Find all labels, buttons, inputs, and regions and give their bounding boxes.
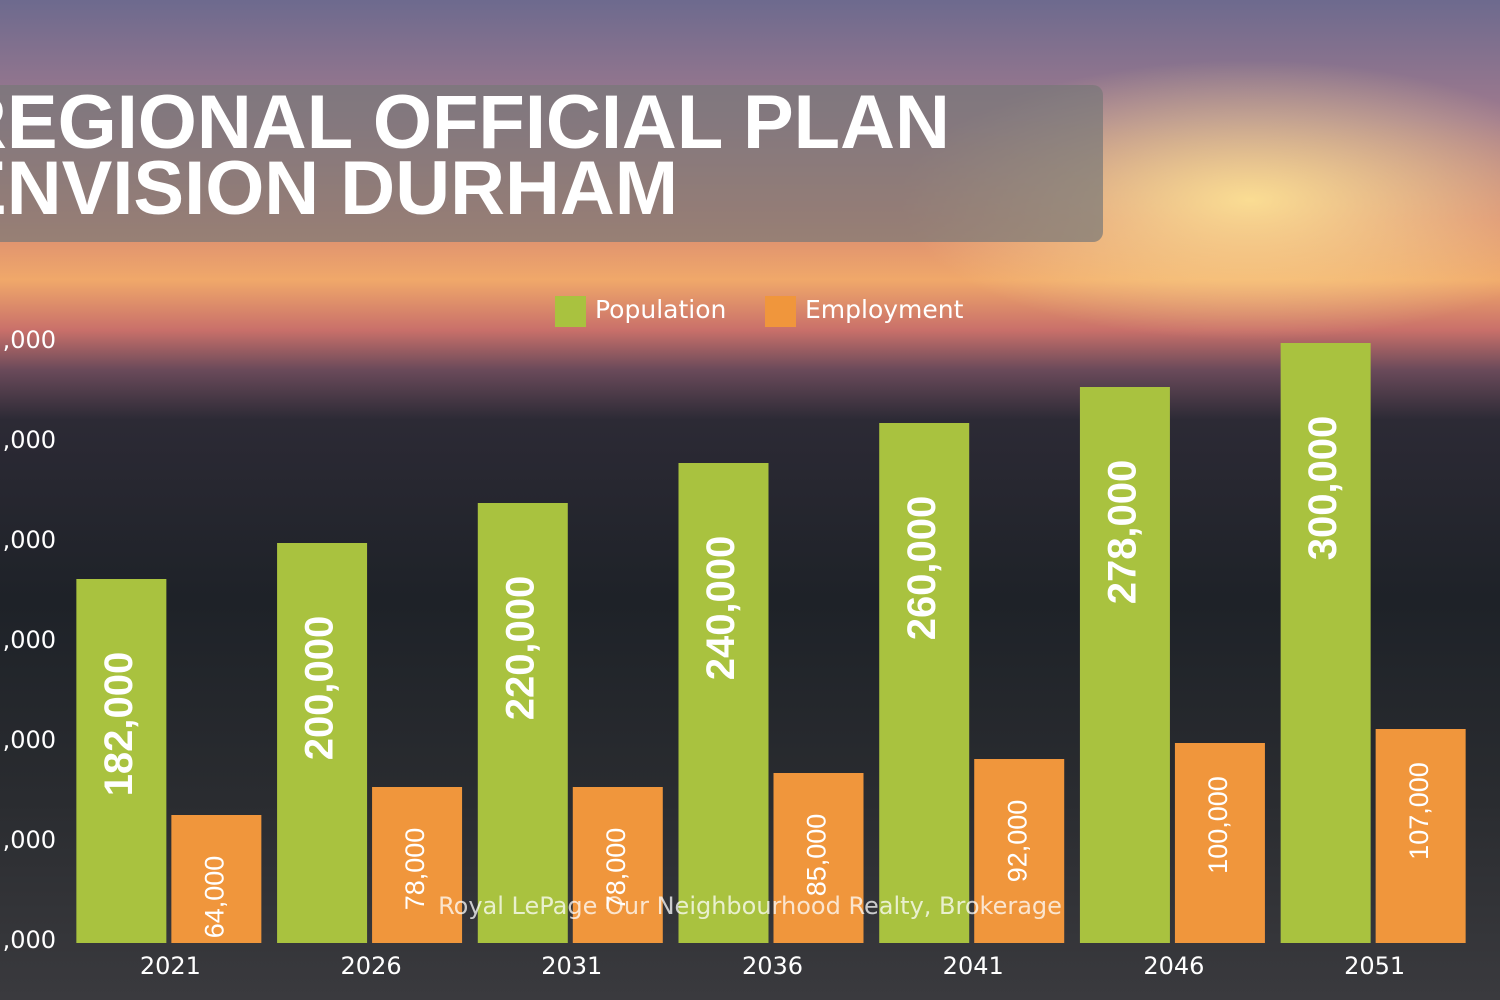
value-label: 260,000	[900, 496, 944, 641]
x-tick-label: 2021	[140, 952, 201, 980]
legend-swatch	[765, 296, 796, 327]
value-label: 85,000	[802, 814, 832, 897]
bar	[277, 543, 368, 943]
x-tick-label: 2026	[341, 952, 402, 980]
value-label: 100,000	[1203, 776, 1233, 874]
bar	[773, 773, 864, 943]
bar	[1174, 743, 1265, 943]
legend-label: Employment	[805, 295, 964, 324]
chart-title: REGIONAL OFFICIAL PLAN	[0, 80, 950, 165]
value-label: 64,000	[199, 856, 229, 939]
y-tick-label: ,000	[3, 826, 56, 854]
value-label: 92,000	[1002, 800, 1032, 883]
value-label: 220,000	[498, 576, 542, 721]
bar	[171, 815, 262, 943]
y-tick-label: ,000	[3, 926, 56, 954]
value-label: 240,000	[699, 536, 743, 681]
value-label: 278,000	[1100, 460, 1144, 605]
title-box	[0, 85, 1103, 242]
watermark: Royal LePage Our Neighbourhood Realty, B…	[438, 892, 1062, 920]
bar	[572, 787, 663, 943]
x-tick-label: 2041	[943, 952, 1004, 980]
bar	[76, 579, 167, 943]
bar	[1375, 729, 1466, 943]
value-label: 182,000	[97, 652, 141, 797]
y-tick-label: ,000	[3, 526, 56, 554]
bar	[1280, 343, 1371, 943]
legend-label: Population	[595, 295, 726, 324]
x-tick-label: 2046	[1143, 952, 1204, 980]
value-label: 107,000	[1404, 762, 1434, 860]
bar	[974, 759, 1065, 943]
y-tick-label: ,000	[3, 326, 56, 354]
value-label: 300,000	[1301, 416, 1345, 561]
y-tick-label: ,000	[3, 626, 56, 654]
value-label: 78,000	[400, 828, 430, 911]
x-tick-label: 2036	[742, 952, 803, 980]
x-tick-label: 2031	[541, 952, 602, 980]
y-tick-label: ,000	[3, 426, 56, 454]
value-label: 78,000	[601, 828, 631, 911]
chart-title: ENVISION DURHAM	[0, 146, 678, 231]
legend-swatch	[555, 296, 586, 327]
x-tick-label: 2051	[1344, 952, 1405, 980]
y-tick-label: ,000	[3, 726, 56, 754]
bar	[372, 787, 463, 943]
bar	[1079, 387, 1170, 943]
bar	[879, 423, 970, 943]
bar	[477, 503, 568, 943]
value-label: 200,000	[298, 616, 342, 761]
bar	[678, 463, 769, 943]
